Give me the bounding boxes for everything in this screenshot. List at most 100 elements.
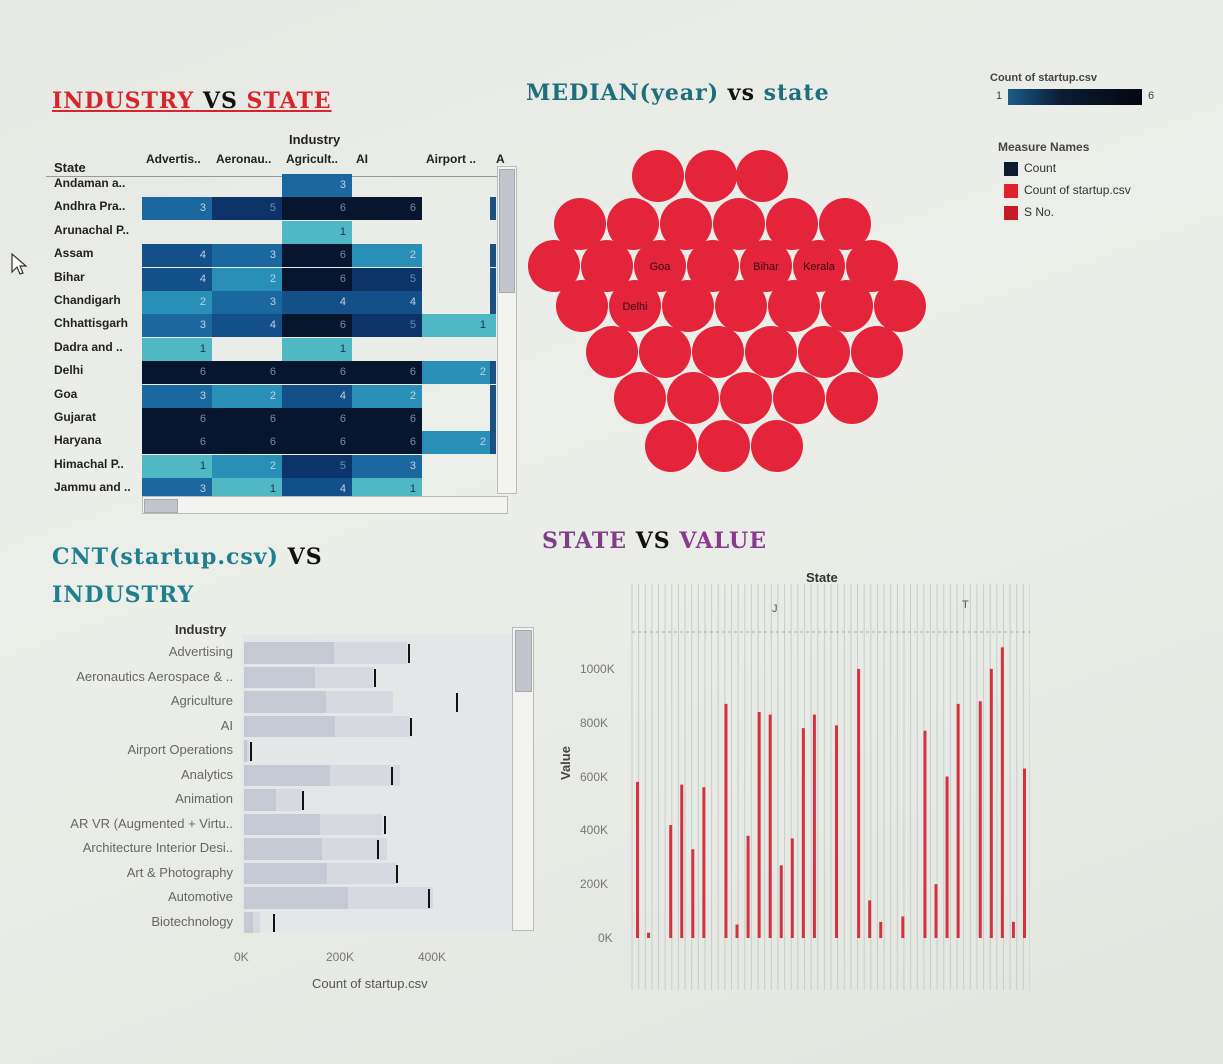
heatmap-cell[interactable]: 1	[142, 454, 212, 478]
heatmap-cell[interactable]: 6	[142, 408, 212, 431]
industry-bar[interactable]	[244, 740, 247, 762]
state-bubble[interactable]	[609, 280, 661, 332]
heatmap-cell[interactable]: 6	[282, 408, 352, 431]
state-bubble[interactable]	[740, 240, 792, 292]
state-bubble[interactable]	[773, 372, 825, 424]
industry-bar[interactable]	[244, 666, 315, 688]
heatmap-cell[interactable]: 2	[352, 384, 422, 408]
state-bubble[interactable]	[768, 280, 820, 332]
heatmap-row-label[interactable]: Delhi	[54, 363, 84, 378]
heatmap-cell[interactable]: 3	[212, 244, 282, 268]
state-bubble[interactable]	[798, 326, 850, 378]
heatmap-cell[interactable]: 1	[422, 314, 492, 338]
heatmap-cell[interactable]: 6	[282, 314, 352, 338]
heatmap-row-label[interactable]: Andhra Pra..	[54, 199, 126, 214]
industry-vertical-scrollbar[interactable]	[512, 627, 534, 931]
heatmap-cell[interactable]: 2	[422, 361, 492, 385]
state-bubble[interactable]	[846, 240, 898, 292]
heatmap-cell[interactable]: 4	[352, 291, 422, 314]
heatmap-cell[interactable]: 6	[282, 197, 352, 221]
heatmap-cell[interactable]: 2	[212, 384, 282, 408]
heatmap-row-label[interactable]: Arunachal P..	[54, 222, 130, 237]
state-bubble[interactable]	[632, 150, 684, 202]
heatmap-cell[interactable]: 6	[352, 408, 422, 431]
state-bubble[interactable]	[554, 198, 606, 250]
heatmap-column-label[interactable]: Agricult..	[286, 152, 339, 166]
heatmap-cell[interactable]: 6	[282, 431, 352, 455]
heatmap-cell[interactable]: 6	[142, 431, 212, 455]
state-bubble[interactable]	[874, 280, 926, 332]
heatmap-cell[interactable]: 4	[282, 478, 352, 502]
state-bubble[interactable]	[586, 326, 638, 378]
industry-category-label[interactable]: AI	[220, 717, 233, 733]
industry-bar[interactable]	[244, 911, 253, 933]
state-bubble[interactable]	[698, 420, 750, 472]
state-bubble[interactable]	[614, 372, 666, 424]
heatmap-cell[interactable]: 2	[422, 431, 492, 455]
scrollbar-thumb[interactable]	[144, 499, 178, 513]
state-bubble[interactable]	[826, 372, 878, 424]
state-bubble[interactable]	[685, 150, 737, 202]
legend-item-count-of-startup[interactable]: Count of startup.csv	[1004, 183, 1131, 198]
heatmap-cell[interactable]: 2	[212, 267, 282, 291]
heatmap-row-label[interactable]: Himachal P..	[54, 456, 124, 471]
heatmap-row-label[interactable]: Bihar	[54, 269, 85, 284]
heatmap-row-label[interactable]: Andaman a..	[54, 176, 126, 190]
heatmap-cell[interactable]: 1	[212, 478, 282, 502]
heatmap-row-label[interactable]: Jammu and ..	[54, 480, 131, 495]
heatmap-row-label[interactable]: Chhattisgarh	[54, 316, 129, 331]
state-bubble[interactable]	[819, 198, 871, 250]
heatmap-cell[interactable]: 5	[352, 314, 422, 338]
heatmap-row-label[interactable]: Chandigarh	[54, 293, 121, 307]
heatmap-cell[interactable]: 6	[212, 361, 282, 385]
state-bubble[interactable]	[715, 280, 767, 332]
heatmap-column-label[interactable]: AI	[356, 152, 368, 166]
heatmap-cell[interactable]: 6	[352, 431, 422, 455]
industry-category-label[interactable]: Biotechnology	[151, 913, 233, 929]
state-bubble[interactable]	[751, 420, 803, 472]
heatmap-cell[interactable]: 3	[352, 454, 422, 478]
state-bubble[interactable]	[713, 198, 765, 250]
heatmap-cell[interactable]: 5	[212, 197, 282, 221]
state-bubble[interactable]	[851, 326, 903, 378]
heatmap-cell[interactable]: 6	[282, 267, 352, 291]
industry-category-label[interactable]: AR VR (Augmented + Virtu..	[70, 815, 233, 831]
heatmap-cell[interactable]: 6	[212, 431, 282, 455]
state-bubble[interactable]	[687, 240, 739, 292]
state-bubble[interactable]	[645, 420, 697, 472]
heatmap-cell[interactable]: 4	[142, 244, 212, 268]
industry-category-label[interactable]: Automotive	[167, 889, 233, 904]
heatmap-cell[interactable]: 2	[352, 244, 422, 268]
heatmap-horizontal-scrollbar[interactable]	[142, 496, 508, 514]
industry-bar[interactable]	[244, 813, 320, 835]
heatmap-vertical-scrollbar[interactable]	[497, 166, 517, 494]
industry-category-label[interactable]: Architecture Interior Desi..	[82, 840, 233, 855]
heatmap-column-label[interactable]: Airport ..	[426, 152, 476, 166]
industry-bar[interactable]	[244, 691, 327, 713]
industry-category-label[interactable]: Advertising	[168, 644, 233, 659]
scrollbar-thumb[interactable]	[515, 630, 532, 692]
industry-bar[interactable]	[244, 838, 323, 860]
industry-bar[interactable]	[244, 887, 348, 909]
heatmap-cell[interactable]: 4	[142, 267, 212, 291]
heatmap-cell[interactable]: 3	[142, 478, 212, 502]
heatmap-column-label[interactable]: Advertis..	[146, 152, 201, 166]
industry-category-label[interactable]: Analytics	[180, 766, 233, 782]
industry-category-label[interactable]: Animation	[175, 791, 233, 806]
industry-category-label[interactable]: Agriculture	[170, 693, 233, 708]
heatmap-cell[interactable]: 3	[212, 291, 282, 314]
industry-bar[interactable]	[244, 789, 276, 811]
state-bubble[interactable]	[639, 326, 691, 378]
heatmap-cell[interactable]: 5	[282, 454, 352, 478]
state-bubble[interactable]	[667, 372, 719, 424]
state-bubble[interactable]	[821, 280, 873, 332]
industry-bar[interactable]	[244, 862, 328, 884]
heatmap-column-label[interactable]: Aeronau..	[216, 152, 272, 166]
heatmap-cell[interactable]: 3	[142, 314, 212, 338]
state-bubble[interactable]	[766, 198, 818, 250]
heatmap-cell[interactable]: 6	[282, 244, 352, 268]
heatmap-cell[interactable]: 1	[142, 337, 212, 361]
legend-item-count[interactable]: Count	[1004, 161, 1056, 176]
heatmap-cell[interactable]: 6	[282, 361, 352, 385]
heatmap-cell[interactable]: 1	[282, 337, 352, 361]
